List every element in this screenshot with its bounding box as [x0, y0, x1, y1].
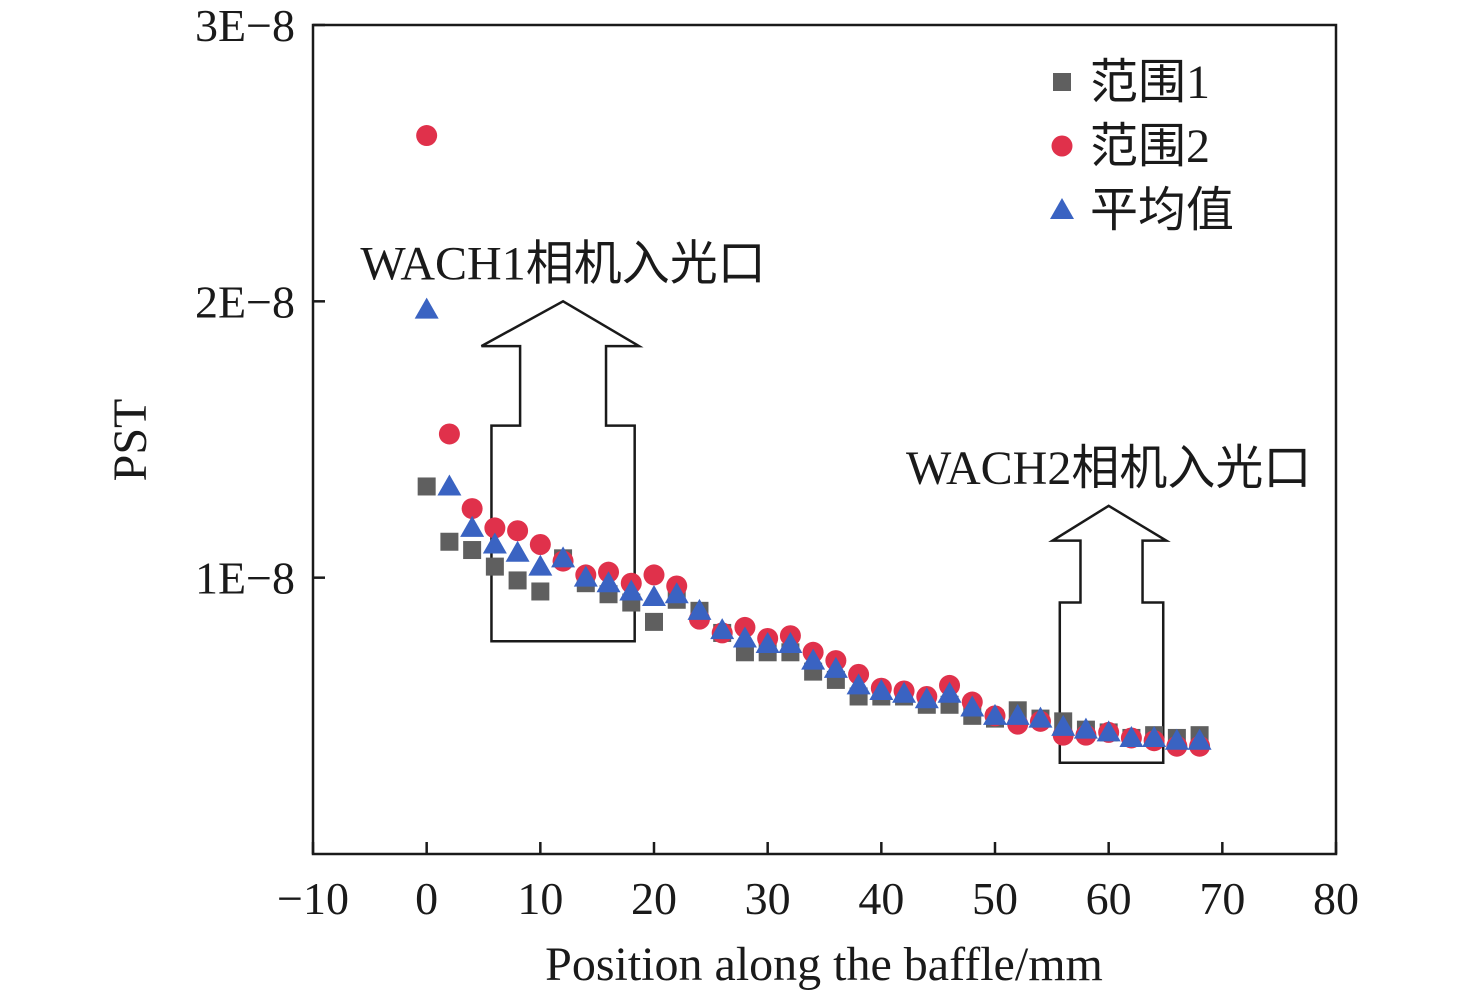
x-tick-label: 10	[517, 873, 563, 924]
series-2-point	[484, 517, 506, 539]
series-3-point	[1051, 714, 1076, 736]
y-axis-ticks: 1E−8 2E−8 3E−8	[195, 0, 325, 604]
y-tick-label: 2E−8	[195, 276, 295, 327]
series-3	[414, 297, 1212, 750]
series-3-point	[1119, 725, 1144, 747]
y-tick-label: 1E−8	[195, 553, 295, 604]
series-3-point	[1073, 717, 1098, 739]
x-tick-label: 40	[858, 873, 904, 924]
series-3-point	[414, 297, 439, 319]
series-3-point	[823, 656, 848, 678]
series-3-point	[1096, 720, 1121, 742]
series-2-point	[643, 564, 665, 586]
series-1-point	[645, 612, 663, 631]
annotations: WACH1相机入光口 WACH2相机入光口	[360, 237, 1311, 765]
legend: 范围1 范围2 平均值	[1050, 56, 1234, 237]
series-3-point	[778, 631, 803, 653]
series-3-point	[732, 626, 757, 648]
x-tick-label: 60	[1086, 873, 1132, 924]
series-3-point	[573, 565, 598, 587]
series-3-point	[596, 571, 621, 593]
series-3-point	[983, 703, 1007, 725]
series-1-point	[485, 557, 504, 576]
legend-label-1: 范围1	[1090, 56, 1210, 109]
series-3-point	[1005, 703, 1030, 725]
series-3-point	[619, 579, 644, 601]
series-2-point	[438, 423, 460, 445]
plot-frame	[311, 23, 1338, 856]
x-tick-label: 20	[631, 873, 677, 924]
series-1-point	[463, 541, 482, 560]
x-tick-label: 0	[415, 873, 438, 924]
series-1-point	[440, 532, 459, 551]
x-tick-label: 30	[745, 873, 791, 924]
series-3-point	[528, 554, 553, 576]
series-3-point	[505, 540, 530, 562]
series-3-point	[664, 582, 689, 604]
series-3-point	[551, 546, 576, 568]
series-3-point	[710, 618, 735, 640]
x-axis-ticks: −10 0 10 20 30 40 50 60 70 80	[277, 842, 1359, 924]
camera-entrance-label-2: WACH2相机入光口	[906, 442, 1311, 495]
series-3-point	[1142, 725, 1167, 747]
series-3-point	[801, 648, 826, 670]
series-3-point	[892, 681, 917, 703]
series-2-point	[416, 125, 438, 147]
legend-label-2: 范围2	[1090, 120, 1210, 173]
camera-entrance-arrow-1	[480, 299, 644, 643]
series-3-point	[1028, 706, 1053, 728]
series-3-point	[687, 598, 712, 620]
series-3-point	[642, 585, 666, 607]
camera-entrance-arrow-2	[1048, 504, 1171, 765]
legend-label-3: 平均值	[1090, 184, 1234, 237]
series-3-point	[437, 474, 462, 496]
data-series	[414, 125, 1212, 757]
series-2-point	[461, 498, 483, 520]
series-3-point	[869, 678, 894, 700]
series-2-point	[529, 534, 551, 556]
legend-marker-1	[1053, 73, 1071, 91]
y-axis-title: PST	[104, 399, 157, 482]
legend-marker-2	[1051, 135, 1073, 157]
series-2-point	[507, 520, 529, 542]
series-3-point	[846, 673, 871, 695]
x-tick-label: 70	[1199, 873, 1245, 924]
x-tick-label: −10	[277, 873, 349, 924]
series-3-point	[937, 681, 962, 703]
series-1-point	[735, 643, 754, 662]
series-3-point	[1164, 728, 1189, 750]
x-tick-label: 50	[972, 873, 1018, 924]
series-3-point	[1187, 728, 1212, 750]
series-3-point	[482, 532, 507, 554]
series-3-point	[914, 687, 939, 709]
x-axis-title: Position along the baffle/mm	[545, 938, 1103, 991]
series-3-point	[460, 515, 485, 537]
series-1-point	[531, 582, 550, 601]
x-tick-label: 80	[1313, 873, 1359, 924]
series-3-point	[960, 695, 985, 717]
series-1-point	[508, 571, 527, 590]
camera-entrance-label-1: WACH1相机入光口	[360, 237, 765, 290]
series-1-point	[417, 477, 436, 496]
y-tick-label: 3E−8	[195, 0, 295, 51]
legend-marker-3	[1050, 198, 1074, 219]
series-3-point	[755, 631, 780, 653]
